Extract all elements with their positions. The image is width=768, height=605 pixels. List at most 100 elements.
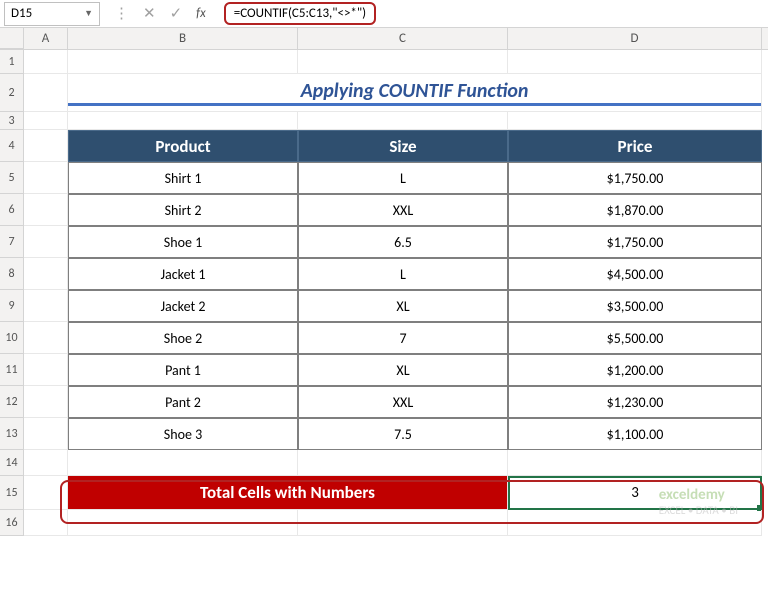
table-cell-price[interactable]: $1,100.00 (508, 418, 762, 450)
cell[interactable] (24, 130, 68, 162)
page-title: Applying COUNTIF Function (68, 79, 761, 106)
table-cell-product[interactable]: Pant 2 (68, 386, 298, 418)
table-cell-price[interactable]: $1,870.00 (508, 194, 762, 226)
table-cell-size[interactable]: 7 (298, 322, 508, 354)
select-all-corner[interactable] (0, 28, 24, 49)
table-cell-price[interactable]: $3,500.00 (508, 290, 762, 322)
cell[interactable] (24, 476, 68, 510)
row-header[interactable]: 4 (0, 130, 24, 162)
cell[interactable] (24, 418, 68, 450)
col-header-d[interactable]: D (508, 28, 762, 49)
cell[interactable] (508, 450, 762, 476)
row-12: 12 Pant 2XXL$1,230.00 (0, 386, 768, 418)
table-cell-size[interactable]: L (298, 258, 508, 290)
table-cell-price[interactable]: $1,200.00 (508, 354, 762, 386)
cell[interactable] (24, 74, 68, 112)
col-header-a[interactable]: A (24, 28, 68, 49)
table-cell-size[interactable]: XL (298, 290, 508, 322)
table-cell-product[interactable]: Shoe 1 (68, 226, 298, 258)
table-cell-price[interactable]: $1,750.00 (508, 162, 762, 194)
row-15: 15 Total Cells with Numbers 3 (0, 476, 768, 510)
row-4: 4 Product Size Price (0, 130, 768, 162)
col-header-c[interactable]: C (298, 28, 508, 49)
cell[interactable] (68, 510, 298, 536)
chevron-down-icon[interactable]: ▼ (84, 8, 93, 19)
row-header[interactable]: 3 (0, 112, 24, 130)
table-cell-size[interactable]: XXL (298, 194, 508, 226)
table-cell-size[interactable]: 6.5 (298, 226, 508, 258)
row-3: 3 (0, 112, 768, 130)
cell[interactable] (68, 112, 298, 130)
row-header[interactable]: 7 (0, 226, 24, 258)
table-cell-price[interactable]: $4,500.00 (508, 258, 762, 290)
formula-input[interactable]: =COUNTIF(C5:C13,"<>*") (224, 2, 376, 25)
check-icon[interactable]: ✓ (170, 4, 183, 23)
col-header-b[interactable]: B (68, 28, 298, 49)
fx-icon[interactable]: fx (196, 6, 206, 21)
table-cell-product[interactable]: Jacket 1 (68, 258, 298, 290)
table-header-product[interactable]: Product (68, 130, 298, 162)
cancel-icon[interactable]: ✕ (143, 4, 156, 23)
cell[interactable] (298, 112, 508, 130)
name-box[interactable]: D15 ▼ (4, 2, 100, 26)
cell[interactable] (24, 354, 68, 386)
row-header[interactable]: 10 (0, 322, 24, 354)
cell[interactable] (24, 194, 68, 226)
row-header[interactable]: 9 (0, 290, 24, 322)
table-cell-product[interactable]: Shoe 2 (68, 322, 298, 354)
cell[interactable] (24, 450, 68, 476)
cell[interactable] (298, 50, 508, 74)
table-cell-product[interactable]: Shirt 2 (68, 194, 298, 226)
table-cell-price[interactable]: $1,230.00 (508, 386, 762, 418)
cell[interactable] (24, 226, 68, 258)
table-cell-size[interactable]: L (298, 162, 508, 194)
table-header-price[interactable]: Price (508, 130, 762, 162)
cell[interactable] (68, 50, 298, 74)
row-header[interactable]: 8 (0, 258, 24, 290)
cell[interactable] (24, 50, 68, 74)
row-9: 9 Jacket 2XL$3,500.00 (0, 290, 768, 322)
cell[interactable] (24, 322, 68, 354)
cell[interactable] (298, 450, 508, 476)
row-header[interactable]: 16 (0, 510, 24, 536)
formula-text: =COUNTIF(C5:C13,"<>*") (234, 6, 366, 21)
row-header[interactable]: 11 (0, 354, 24, 386)
row-header[interactable]: 5 (0, 162, 24, 194)
formula-bar-icons: ⋮ ✕ ✓ fx (104, 4, 224, 23)
total-label-cell[interactable]: Total Cells with Numbers (68, 476, 508, 510)
cell[interactable] (298, 510, 508, 536)
row-header[interactable]: 13 (0, 418, 24, 450)
title-cell[interactable]: Applying COUNTIF Function (68, 74, 762, 112)
cell[interactable] (508, 510, 762, 536)
table-cell-size[interactable]: XXL (298, 386, 508, 418)
cell[interactable] (24, 510, 68, 536)
table-cell-product[interactable]: Pant 1 (68, 354, 298, 386)
row-10: 10 Shoe 27$5,500.00 (0, 322, 768, 354)
table-header-size[interactable]: Size (298, 130, 508, 162)
row-header[interactable]: 1 (0, 50, 24, 74)
name-box-value: D15 (11, 6, 32, 21)
cell[interactable] (68, 450, 298, 476)
cell[interactable] (24, 112, 68, 130)
cell[interactable] (24, 290, 68, 322)
table-cell-product[interactable]: Shoe 3 (68, 418, 298, 450)
total-value-cell[interactable]: 3 (508, 476, 762, 510)
cell[interactable] (24, 162, 68, 194)
table-cell-size[interactable]: 7.5 (298, 418, 508, 450)
cell[interactable] (24, 386, 68, 418)
row-header[interactable]: 14 (0, 450, 24, 476)
row-2: 2 Applying COUNTIF Function (0, 74, 768, 112)
table-cell-price[interactable]: $5,500.00 (508, 322, 762, 354)
cell[interactable] (508, 112, 762, 130)
row-header[interactable]: 15 (0, 476, 24, 510)
row-header[interactable]: 12 (0, 386, 24, 418)
formula-bar-row: D15 ▼ ⋮ ✕ ✓ fx =COUNTIF(C5:C13,"<>*") (0, 0, 768, 28)
table-cell-product[interactable]: Shirt 1 (68, 162, 298, 194)
row-header[interactable]: 6 (0, 194, 24, 226)
table-cell-size[interactable]: XL (298, 354, 508, 386)
cell[interactable] (508, 50, 762, 74)
row-header[interactable]: 2 (0, 74, 24, 112)
cell[interactable] (24, 258, 68, 290)
table-cell-price[interactable]: $1,750.00 (508, 226, 762, 258)
table-cell-product[interactable]: Jacket 2 (68, 290, 298, 322)
